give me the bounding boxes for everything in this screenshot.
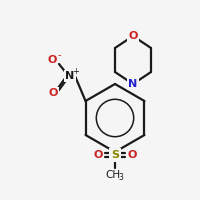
Text: CH: CH bbox=[105, 170, 121, 180]
Text: 3: 3 bbox=[119, 172, 123, 182]
Text: -: - bbox=[57, 50, 61, 60]
Text: N: N bbox=[128, 79, 138, 89]
Text: O: O bbox=[128, 31, 138, 41]
Text: O: O bbox=[48, 88, 58, 98]
Text: +: + bbox=[72, 66, 79, 75]
Text: O: O bbox=[93, 150, 103, 160]
Text: O: O bbox=[47, 55, 57, 65]
Text: N: N bbox=[65, 71, 75, 81]
Text: O: O bbox=[127, 150, 137, 160]
Text: S: S bbox=[111, 150, 119, 160]
